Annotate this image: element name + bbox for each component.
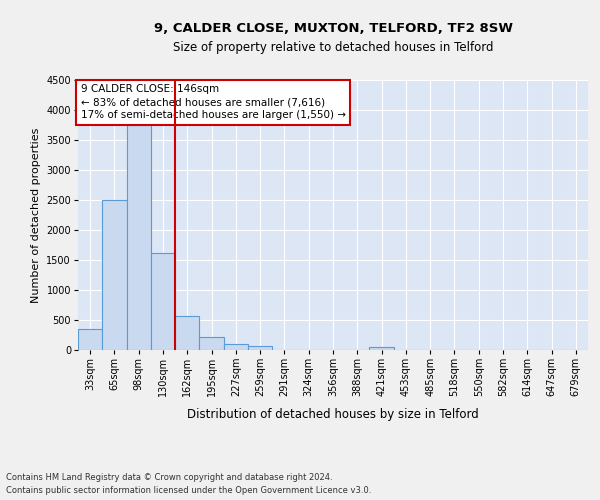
Text: Size of property relative to detached houses in Telford: Size of property relative to detached ho… [173,41,493,54]
Bar [78,329,102,350]
X-axis label: Distribution of detached houses by size in Telford: Distribution of detached houses by size … [187,408,479,420]
Bar [199,336,224,350]
Bar [248,346,272,350]
Text: Contains HM Land Registry data © Crown copyright and database right 2024.
Contai: Contains HM Land Registry data © Crown c… [6,474,371,495]
Bar [127,125,151,350]
Bar [102,200,127,350]
Y-axis label: Number of detached properties: Number of detached properties [31,128,41,302]
Text: 9, CALDER CLOSE, MUXTON, TELFORD, TF2 8SW: 9, CALDER CLOSE, MUXTON, TELFORD, TF2 8S… [154,22,512,36]
Bar [370,346,394,350]
Bar [175,316,199,350]
Bar [151,252,175,350]
Bar [224,344,248,350]
Text: 9 CALDER CLOSE: 146sqm
← 83% of detached houses are smaller (7,616)
17% of semi-: 9 CALDER CLOSE: 146sqm ← 83% of detached… [80,84,346,120]
